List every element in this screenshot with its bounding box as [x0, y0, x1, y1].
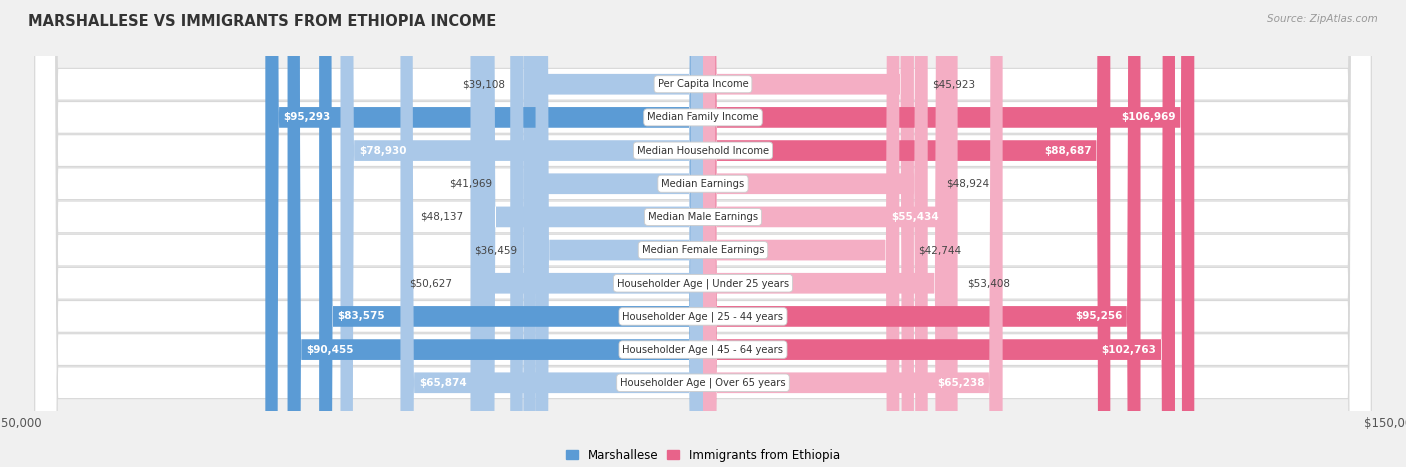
Text: $36,459: $36,459 [474, 245, 517, 255]
Text: Householder Age | Over 65 years: Householder Age | Over 65 years [620, 377, 786, 388]
Text: $48,924: $48,924 [946, 179, 990, 189]
FancyBboxPatch shape [35, 0, 1371, 467]
Text: Householder Age | 45 - 64 years: Householder Age | 45 - 64 years [623, 344, 783, 355]
Text: Householder Age | Under 25 years: Householder Age | Under 25 years [617, 278, 789, 289]
Text: Median Female Earnings: Median Female Earnings [641, 245, 765, 255]
Text: $42,744: $42,744 [918, 245, 960, 255]
FancyBboxPatch shape [35, 0, 1371, 467]
FancyBboxPatch shape [35, 0, 1371, 467]
FancyBboxPatch shape [266, 0, 703, 467]
Legend: Marshallese, Immigrants from Ethiopia: Marshallese, Immigrants from Ethiopia [567, 449, 839, 462]
FancyBboxPatch shape [35, 0, 1371, 467]
FancyBboxPatch shape [471, 0, 703, 467]
FancyBboxPatch shape [340, 0, 703, 467]
FancyBboxPatch shape [703, 0, 1111, 467]
Text: $88,687: $88,687 [1045, 146, 1092, 156]
FancyBboxPatch shape [703, 0, 914, 467]
Text: Per Capita Income: Per Capita Income [658, 79, 748, 89]
Text: $95,293: $95,293 [284, 113, 330, 122]
Text: Median Male Earnings: Median Male Earnings [648, 212, 758, 222]
Text: $65,874: $65,874 [419, 378, 467, 388]
Text: $45,923: $45,923 [932, 79, 976, 89]
FancyBboxPatch shape [703, 0, 1194, 467]
Text: $39,108: $39,108 [463, 79, 505, 89]
Text: $48,137: $48,137 [420, 212, 464, 222]
Text: $55,434: $55,434 [891, 212, 939, 222]
FancyBboxPatch shape [35, 0, 1371, 467]
Text: $65,238: $65,238 [936, 378, 984, 388]
Text: $106,969: $106,969 [1122, 113, 1175, 122]
Text: $95,256: $95,256 [1074, 311, 1122, 321]
FancyBboxPatch shape [482, 0, 703, 467]
FancyBboxPatch shape [703, 0, 1140, 467]
FancyBboxPatch shape [703, 0, 1002, 467]
Text: Median Household Income: Median Household Income [637, 146, 769, 156]
FancyBboxPatch shape [319, 0, 703, 467]
Text: $53,408: $53,408 [967, 278, 1010, 288]
Text: $102,763: $102,763 [1102, 345, 1157, 354]
Text: $78,930: $78,930 [359, 146, 406, 156]
Text: $41,969: $41,969 [449, 179, 492, 189]
Text: Median Earnings: Median Earnings [661, 179, 745, 189]
FancyBboxPatch shape [703, 0, 957, 467]
FancyBboxPatch shape [35, 0, 1371, 467]
FancyBboxPatch shape [510, 0, 703, 467]
FancyBboxPatch shape [288, 0, 703, 467]
FancyBboxPatch shape [35, 0, 1371, 467]
FancyBboxPatch shape [35, 0, 1371, 467]
FancyBboxPatch shape [35, 0, 1371, 467]
FancyBboxPatch shape [703, 0, 1175, 467]
Text: Source: ZipAtlas.com: Source: ZipAtlas.com [1267, 14, 1378, 24]
FancyBboxPatch shape [523, 0, 703, 467]
Text: $83,575: $83,575 [337, 311, 385, 321]
Text: $50,627: $50,627 [409, 278, 453, 288]
FancyBboxPatch shape [703, 0, 928, 467]
Text: Median Family Income: Median Family Income [647, 113, 759, 122]
FancyBboxPatch shape [703, 0, 900, 467]
Text: Householder Age | 25 - 44 years: Householder Age | 25 - 44 years [623, 311, 783, 322]
FancyBboxPatch shape [536, 0, 703, 467]
Text: $90,455: $90,455 [307, 345, 353, 354]
FancyBboxPatch shape [703, 0, 948, 467]
FancyBboxPatch shape [35, 0, 1371, 467]
FancyBboxPatch shape [401, 0, 703, 467]
Text: MARSHALLESE VS IMMIGRANTS FROM ETHIOPIA INCOME: MARSHALLESE VS IMMIGRANTS FROM ETHIOPIA … [28, 14, 496, 29]
